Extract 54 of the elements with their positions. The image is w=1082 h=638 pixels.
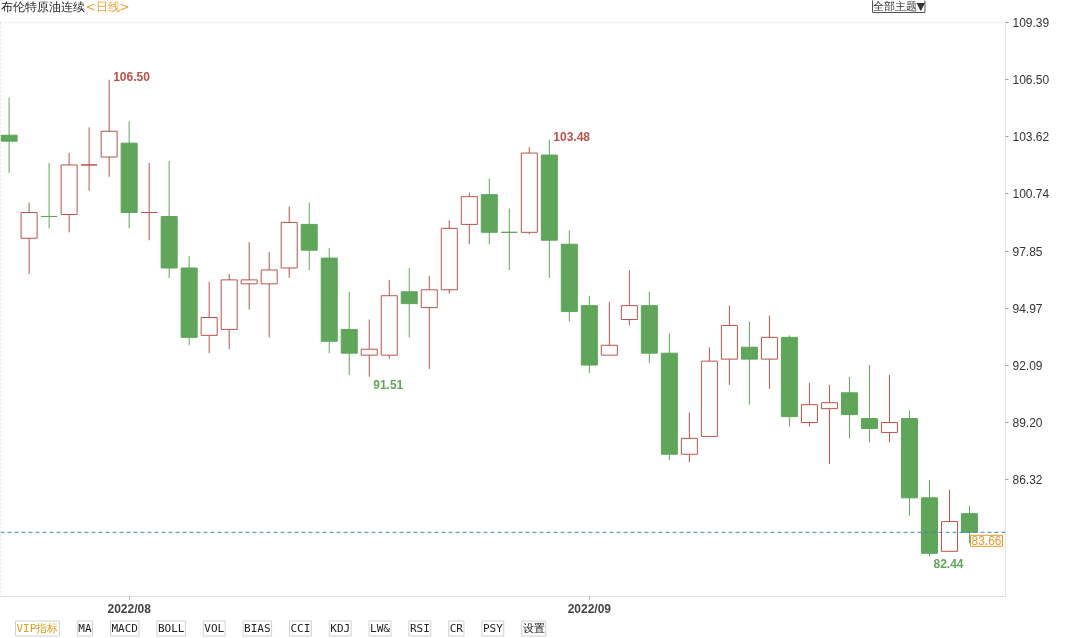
text: LW& xyxy=(370,622,391,635)
y-tick-label: 89.20 xyxy=(1012,416,1043,431)
candlestick xyxy=(400,267,418,338)
candlestick xyxy=(620,269,638,326)
text: CCI xyxy=(290,622,311,635)
candlestick xyxy=(0,97,18,174)
text: 设置 xyxy=(522,622,545,635)
ref-line-label: 83.66 xyxy=(971,534,1002,549)
text: 91.51 xyxy=(373,377,404,392)
y-tick-label: 109.39 xyxy=(1012,16,1050,30)
candlestick xyxy=(600,301,618,356)
candlestick xyxy=(860,364,878,443)
y-tick-label: 86.32 xyxy=(1012,473,1043,488)
y-tick-label: 106.50 xyxy=(1012,73,1050,88)
text: RSI xyxy=(409,622,430,635)
candlestick xyxy=(260,251,278,338)
candlestick xyxy=(680,412,698,463)
candlestick xyxy=(340,291,358,376)
text: VOL xyxy=(204,622,225,635)
y-tick-label: 97.85 xyxy=(1012,244,1043,259)
text: MA xyxy=(78,622,92,635)
y-tick-label: 103.62 xyxy=(1012,130,1050,145)
text: MACD xyxy=(111,622,138,635)
text: PSY xyxy=(482,622,504,635)
candlestick xyxy=(880,374,898,443)
text: 82.44 xyxy=(933,557,964,572)
text: 106.50 xyxy=(113,69,150,84)
chart-title: 布伦特原油连续 xyxy=(0,0,85,14)
text: KDJ xyxy=(330,622,351,635)
text: 103.48 xyxy=(553,129,591,144)
y-tick-label: 100.74 xyxy=(1012,187,1050,202)
candlestick xyxy=(420,275,438,370)
y-tick-label: 92.09 xyxy=(1012,358,1043,373)
text: BOLL xyxy=(157,622,185,635)
candlestick xyxy=(760,315,778,390)
text: CR xyxy=(449,622,464,635)
y-tick-label: 94.97 xyxy=(1012,301,1043,316)
candlestick xyxy=(360,319,378,378)
x-tick-label: 2022/09 xyxy=(567,601,612,616)
candlestick xyxy=(240,241,258,311)
text: BIAS xyxy=(244,622,271,635)
chart-subtitle: <日线> xyxy=(85,0,130,14)
candlestick xyxy=(40,162,58,229)
candlestick xyxy=(840,376,858,439)
candlestick xyxy=(800,382,818,427)
text: VIP指标 xyxy=(16,622,59,635)
candlestick xyxy=(820,384,838,465)
candlestick xyxy=(200,281,218,354)
candlestick xyxy=(140,162,158,241)
text: 全部主题▼ xyxy=(872,0,926,13)
candlestick xyxy=(740,320,758,406)
candlestick xyxy=(80,126,98,192)
candlestick xyxy=(500,208,518,271)
x-tick-label: 2022/08 xyxy=(107,601,152,616)
